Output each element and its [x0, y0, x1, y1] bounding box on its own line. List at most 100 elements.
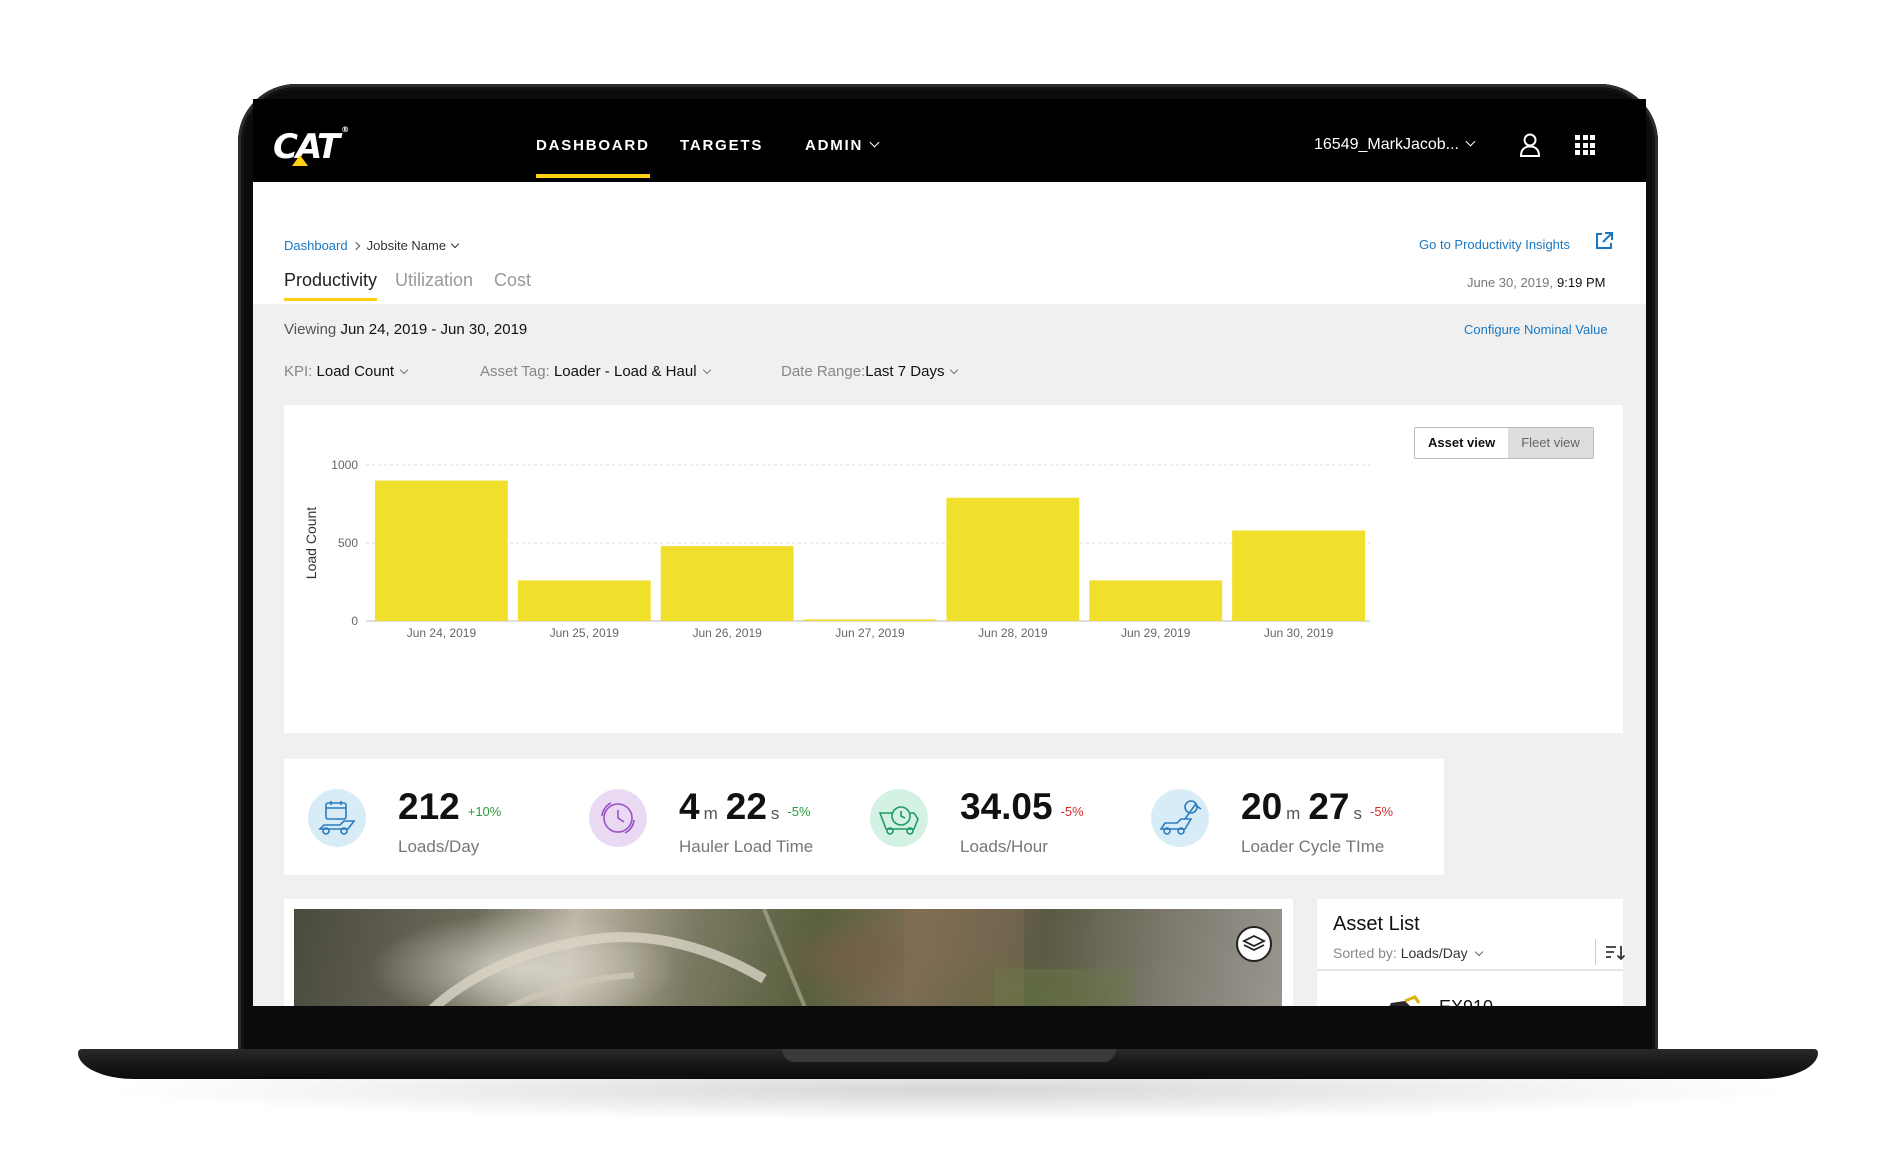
page-header	[253, 182, 1646, 304]
chevron-down-icon	[1465, 136, 1476, 147]
date-range-filter[interactable]: Date Range:Last 7 Days	[781, 363, 959, 380]
chevron-down-icon	[869, 137, 880, 148]
nav-dashboard[interactable]: DASHBOARD	[536, 137, 650, 178]
y-tick-label: 1000	[331, 458, 358, 472]
kpi-filter-label: KPI:	[284, 363, 313, 380]
external-link-icon[interactable]	[1594, 231, 1614, 251]
configure-nominal-link[interactable]: Configure Nominal Value	[1464, 322, 1608, 337]
breadcrumb-dashboard[interactable]: Dashboard	[284, 238, 348, 253]
kpi-filter[interactable]: KPI: Load Count	[284, 363, 409, 380]
chevron-down-icon	[950, 365, 959, 375]
kpi-seconds-unit: s	[770, 804, 780, 823]
kpi-card-loads-day[interactable]: 212 +10% Loads/Day	[284, 759, 601, 875]
date-range-label: Date Range:	[781, 363, 866, 380]
satellite-map[interactable]	[294, 909, 1282, 1006]
tab-cost[interactable]: Cost	[494, 270, 532, 290]
kpi-card-hauler-load-time[interactable]: 4 m 22 s -5% Hauler Load Time	[565, 759, 882, 875]
viewing-range: Viewing Jun 24, 2019 - Jun 30, 2019	[284, 321, 527, 338]
cat-logo[interactable]: CAT ®	[273, 124, 350, 167]
asset-list-title: Asset List	[1333, 913, 1420, 935]
divider	[1595, 939, 1596, 965]
current-time: 9:19 PM	[1557, 275, 1606, 290]
user-menu[interactable]: 16549_MarkJacob...	[1314, 136, 1476, 154]
current-datetime: June 30, 2019, 9:19 PM	[1467, 275, 1605, 290]
y-tick-label: 0	[351, 614, 358, 628]
load-count-chart: 0 500 1000 Load Count Jun 24, 2019 Jun 25, 20…	[303, 458, 1370, 640]
sort-label: Sorted by:	[1333, 945, 1397, 961]
bar	[946, 497, 1080, 621]
kpi-seconds: 27	[1308, 786, 1350, 827]
sort-icon[interactable]	[1605, 945, 1625, 961]
kpi-label: Hauler Load Time	[679, 837, 814, 856]
bar	[1232, 530, 1365, 621]
bar	[660, 546, 794, 621]
kpi-value: 20 m 27 s -5%	[1241, 786, 1393, 828]
fleet-view-button[interactable]: Fleet view	[1508, 428, 1593, 458]
kpi-delta: -5%	[1369, 804, 1394, 819]
logo-triangle	[292, 155, 308, 166]
app-screen: CAT ® DASHBOARD TARGETS ADMIN 16549_MarkJ…	[253, 99, 1646, 1006]
kpi-number: 34.05	[960, 786, 1053, 827]
loader-cycle-icon	[1151, 789, 1209, 847]
tab-utilization[interactable]: Utilization	[395, 270, 474, 290]
apps-grid-icon[interactable]	[1575, 135, 1595, 155]
user-name: 16549_MarkJacob...	[1314, 136, 1459, 153]
user-icon[interactable]	[1519, 133, 1541, 157]
chevron-down-icon	[399, 365, 409, 375]
x-tick-label: Jun 25, 2019	[550, 626, 620, 640]
tab-productivity[interactable]: Productivity	[284, 270, 378, 301]
load-count-chart-card: 0 500 1000 Load Count Jun 24, 2019 Jun 25, 20…	[284, 405, 1623, 733]
view-toggle: Asset view Fleet view	[1414, 427, 1594, 459]
asset-item-name[interactable]: EX910	[1439, 997, 1493, 1006]
y-tick-label: 500	[338, 536, 358, 550]
kpi-minutes-unit: m	[1286, 804, 1301, 823]
x-tick-label: Jun 26, 2019	[692, 626, 762, 640]
chevron-down-icon	[702, 365, 711, 375]
sort-value: Loads/Day	[1400, 945, 1468, 961]
asset-tag-filter[interactable]: Asset Tag: Loader - Load & Haul	[480, 363, 711, 380]
current-date: June 30, 2019,	[1467, 275, 1554, 290]
top-nav: CAT ® DASHBOARD TARGETS ADMIN 16549_MarkJ…	[253, 99, 1646, 182]
x-tick-label: Jun 30, 2019	[1264, 626, 1334, 640]
x-tick-label: Jun 27, 2019	[835, 626, 905, 640]
chevron-down-icon	[450, 239, 460, 249]
x-tick-label: Jun 28, 2019	[978, 626, 1048, 640]
kpi-label: Loads/Day	[398, 837, 480, 856]
kpi-minutes-unit: m	[703, 804, 718, 823]
y-axis-label: Load Count	[303, 507, 319, 580]
productivity-insights-link[interactable]: Go to Productivity Insights	[1419, 237, 1571, 252]
kpi-filter-value: Load Count	[316, 363, 395, 380]
date-range-value: Last 7 Days	[865, 363, 945, 380]
kpi-card-loads-hour[interactable]: 34.05 -5% Loads/Hour	[846, 759, 1163, 875]
nav-targets[interactable]: TARGETS	[680, 137, 764, 154]
chevron-down-icon	[1474, 947, 1483, 957]
kpi-label: Loads/Hour	[960, 837, 1048, 856]
viewing-prefix: Viewing	[284, 321, 337, 338]
bar	[517, 580, 651, 621]
divider	[1317, 969, 1623, 971]
kpi-value: 4 m 22 s -5%	[679, 786, 811, 828]
bar	[803, 619, 937, 621]
x-tick-label: Jun 29, 2019	[1121, 626, 1191, 640]
viewing-dates: Jun 24, 2019 - Jun 30, 2019	[340, 321, 528, 338]
chevron-right-icon	[351, 241, 360, 251]
kpi-delta: -5%	[787, 804, 811, 819]
nav-admin[interactable]: ADMIN	[805, 137, 880, 154]
kpi-seconds-unit: s	[1353, 804, 1362, 823]
layers-icon	[1241, 934, 1267, 952]
asset-view-button[interactable]: Asset view	[1415, 428, 1509, 458]
x-tick-label: Jun 24, 2019	[407, 626, 477, 640]
kpi-number: 212	[398, 786, 460, 827]
kpi-card-loader-cycle-time[interactable]: 20 m 27 s -5% Loader Cycle TIme	[1127, 759, 1444, 875]
kpi-minutes: 20	[1241, 786, 1283, 827]
asset-tag-label: Asset Tag:	[480, 363, 550, 380]
breadcrumb: Dashboard Jobsite Name	[284, 238, 460, 253]
loader-calendar-icon	[308, 789, 366, 847]
laptop-notch	[782, 1049, 1116, 1062]
kpi-label: Loader Cycle TIme	[1241, 837, 1385, 856]
sort-dropdown[interactable]: Sorted by: Loads/Day	[1333, 945, 1483, 961]
layers-button[interactable]	[1236, 926, 1272, 962]
breadcrumb-jobsite[interactable]: Jobsite Name	[366, 238, 447, 253]
excavator-thumbnail	[1389, 995, 1421, 1006]
nav-admin-label: ADMIN	[805, 137, 864, 154]
